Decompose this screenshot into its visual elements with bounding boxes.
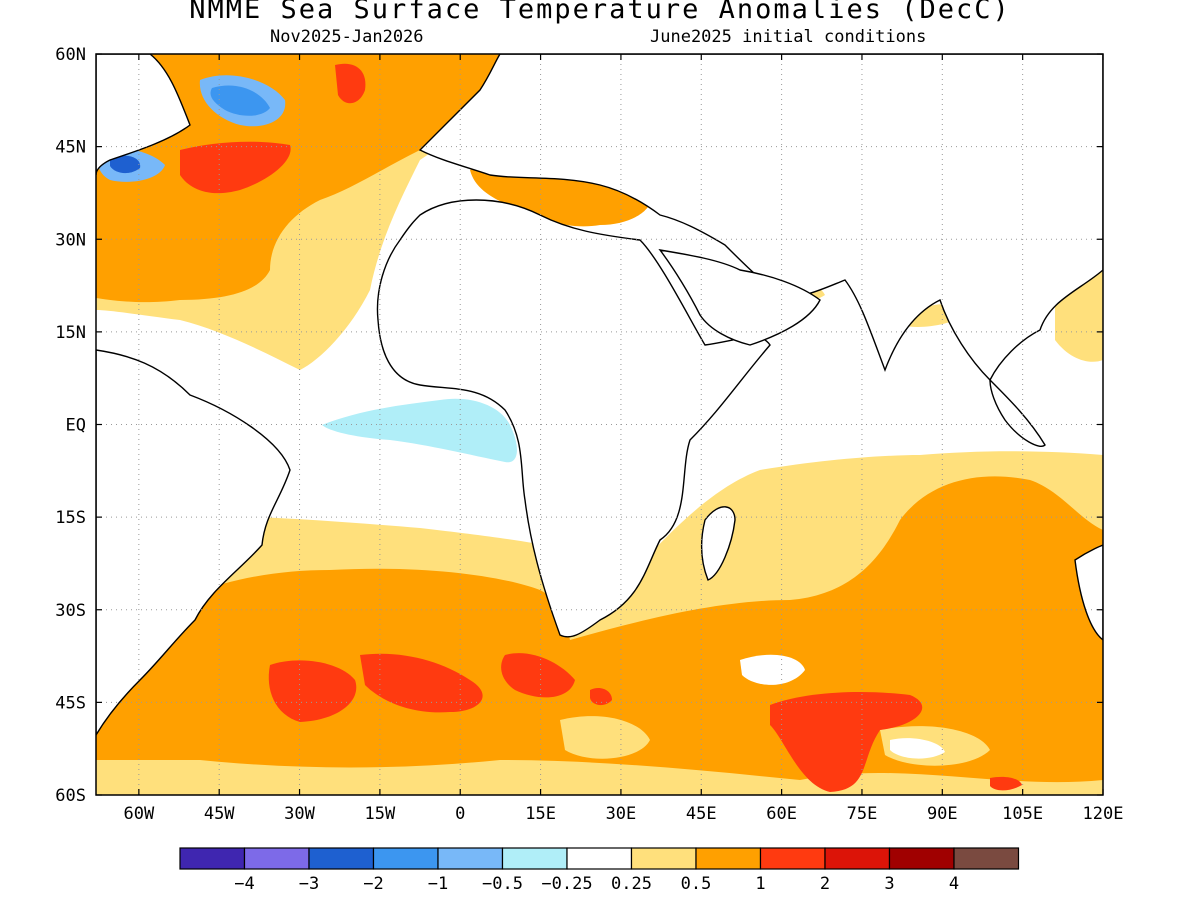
anomaly-region-strong-2 xyxy=(360,653,483,713)
lon-tick-label: 30W xyxy=(284,804,315,824)
lat-tick-label: 60N xyxy=(55,45,86,65)
lat-tick-label: 45S xyxy=(55,693,86,713)
colorbar-swatch xyxy=(759,847,826,870)
land-south-america xyxy=(96,349,291,737)
anomaly-region-cool-2 xyxy=(210,85,270,116)
landmasses xyxy=(96,54,1103,737)
colorbar-swatch xyxy=(953,847,1020,870)
colorbar-swatch xyxy=(824,847,891,870)
anomaly-region-strong-5 xyxy=(990,776,1022,791)
lon-tick-label: 15W xyxy=(365,804,396,824)
colorbar-labels: −4 −3 −2 −1 −0.5 −0.25 0.25 0.5 1 2 3 4 xyxy=(234,874,959,894)
colorbar-swatch xyxy=(179,847,246,870)
lon-tick-label: 30E xyxy=(606,804,637,824)
colorbar-label: 2 xyxy=(820,874,830,894)
anomaly-region-cool-equatorial xyxy=(322,398,517,463)
anomaly-region-cool-4 xyxy=(110,155,141,174)
gridlines xyxy=(96,54,1103,795)
land-north-america xyxy=(96,54,191,176)
lon-tick-label: 60E xyxy=(766,804,797,824)
land-arabia xyxy=(658,249,821,346)
colorbar-swatch xyxy=(630,847,697,870)
initial-conditions-label: June2025 initial conditions xyxy=(650,27,927,47)
anomaly-region-north-strong xyxy=(180,141,291,194)
anomaly-region-neutral-patch xyxy=(740,654,805,685)
colorbar-legend xyxy=(179,847,1020,870)
lat-tick-label: 30S xyxy=(55,601,86,621)
anomaly-field xyxy=(96,54,1103,795)
lon-tick-label: 75E xyxy=(847,804,878,824)
lon-tick-label: 90E xyxy=(927,804,958,824)
latitude-labels: 60N 45N 30N 15N EQ 15S 30S 45S 60S xyxy=(55,45,86,806)
lat-tick-label: 30N xyxy=(55,230,86,250)
lat-tick-label: 45N xyxy=(55,138,86,158)
forecast-period-label: Nov2025-Jan2026 xyxy=(270,27,424,47)
colorbar-label: −3 xyxy=(299,874,319,894)
lon-tick-label: 105E xyxy=(1002,804,1043,824)
colorbar-label: 0.5 xyxy=(681,874,712,894)
colorbar-swatch xyxy=(372,847,439,870)
colorbar-swatch xyxy=(243,847,310,870)
colorbar-label: 1 xyxy=(755,874,765,894)
land-africa xyxy=(376,199,771,638)
colorbar-swatch xyxy=(308,847,375,870)
lon-tick-label: 120E xyxy=(1083,804,1124,824)
lat-tick-label: 60S xyxy=(55,786,86,806)
land-madagascar xyxy=(700,506,736,581)
lon-tick-label: 45W xyxy=(204,804,235,824)
longitude-labels: 60W 45W 30W 15W 0 15E 30E 45E 60E 75E 90E 105E 120E xyxy=(123,804,1123,824)
colorbar-swatch xyxy=(695,847,762,870)
anomaly-region-neutral-patch-2 xyxy=(890,738,945,759)
colorbar-label: −0.5 xyxy=(482,874,523,894)
lat-tick-label: EQ xyxy=(66,416,86,436)
anomaly-region-strong-3 xyxy=(501,653,575,698)
map-title: NMME Sea Surface Temperature Anomalies (… xyxy=(189,0,1011,25)
anomaly-region-strong-6 xyxy=(590,688,612,706)
anomaly-region-strong-4 xyxy=(770,692,923,792)
colorbar-swatch xyxy=(888,847,955,870)
colorbar-label: −2 xyxy=(363,874,383,894)
lon-tick-label: 60W xyxy=(123,804,154,824)
lat-tick-label: 15S xyxy=(55,508,86,528)
axis-ticks xyxy=(96,53,1104,796)
colorbar-swatch xyxy=(437,847,504,870)
colorbar-label: −0.25 xyxy=(541,874,592,894)
anomaly-region-south-pale-patch xyxy=(560,716,650,759)
lon-tick-label: 0 xyxy=(455,804,465,824)
colorbar-label: −4 xyxy=(234,874,254,894)
anomaly-region-north-strong-2 xyxy=(335,63,366,104)
lon-tick-label: 15E xyxy=(525,804,556,824)
anomaly-region-strong-1 xyxy=(268,660,357,722)
lon-tick-label: 45E xyxy=(686,804,717,824)
colorbar-label: 4 xyxy=(949,874,959,894)
colorbar-swatch xyxy=(566,847,633,870)
colorbar-label: 3 xyxy=(884,874,894,894)
colorbar-swatch xyxy=(501,847,568,870)
anomaly-region-north-warm xyxy=(96,54,500,303)
colorbar-label: −1 xyxy=(428,874,448,894)
colorbar-label: 0.25 xyxy=(611,874,652,894)
land-sumatra xyxy=(989,378,1046,447)
lat-tick-label: 15N xyxy=(55,323,86,343)
